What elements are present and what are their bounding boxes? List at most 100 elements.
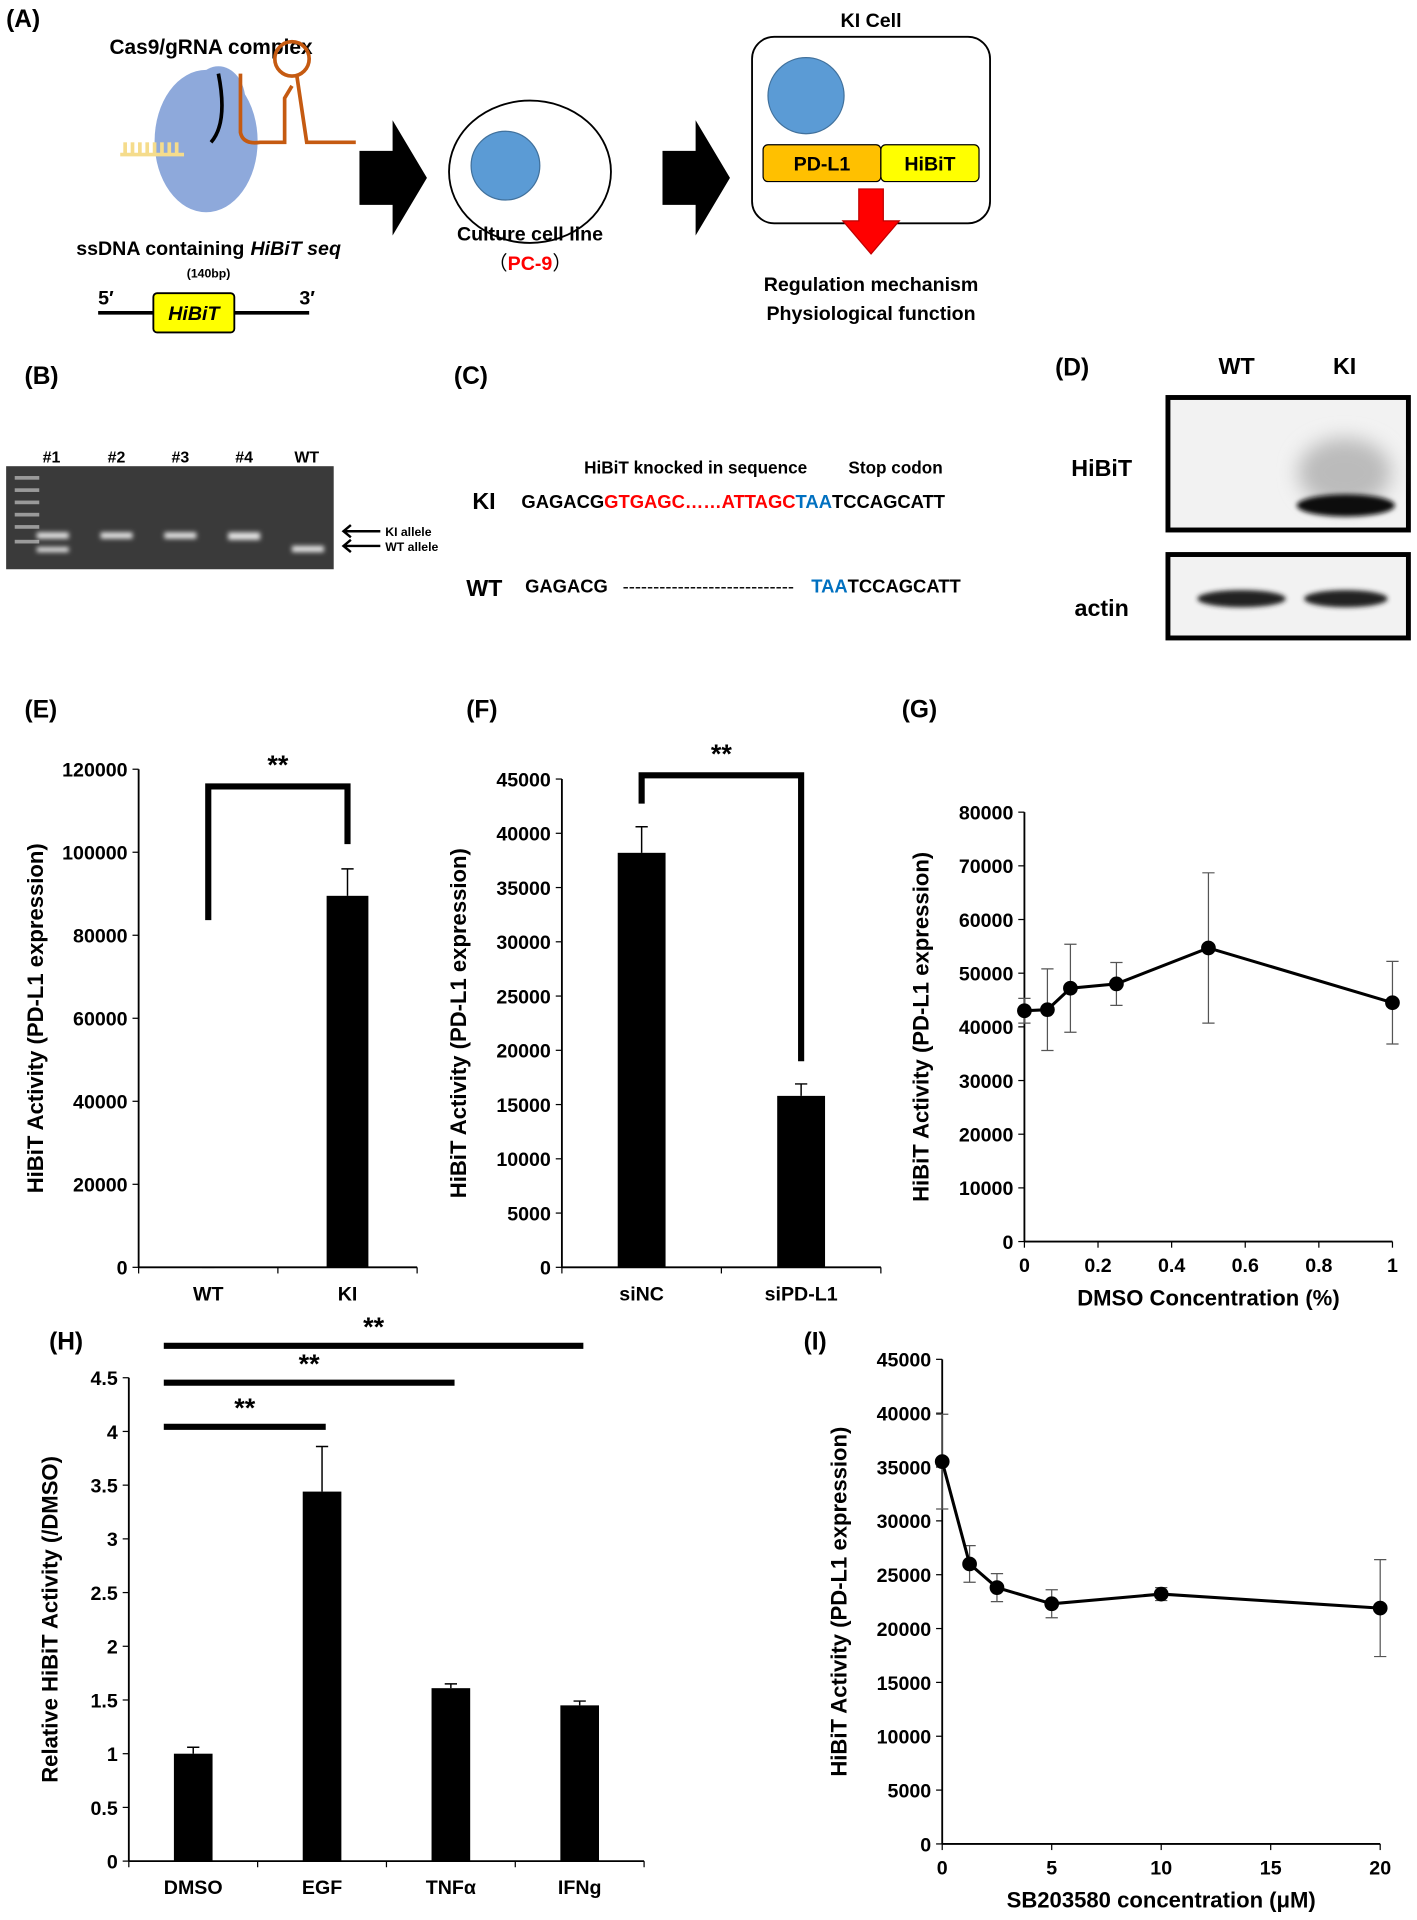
arrow xyxy=(662,120,730,236)
point xyxy=(989,1580,1005,1595)
panel-label: (H) xyxy=(49,1329,83,1356)
ki-cell-label: KI Cell xyxy=(841,10,902,32)
y-tick-label: 20000 xyxy=(877,1619,932,1641)
y-tick-label: 35000 xyxy=(496,878,551,900)
x-tick-label: KI xyxy=(338,1283,358,1305)
down-arrow xyxy=(841,188,901,255)
gel-bands xyxy=(36,532,324,553)
bar xyxy=(777,1095,826,1268)
y-tick-label: 30000 xyxy=(959,1071,1014,1093)
smear xyxy=(1297,437,1392,507)
blot-row: HiBiT xyxy=(1071,455,1132,481)
point xyxy=(1044,1596,1060,1612)
bar xyxy=(617,852,666,1268)
nucleus xyxy=(470,130,541,201)
x-tick-label: IFNg xyxy=(558,1877,602,1899)
point xyxy=(1372,1600,1388,1616)
blot-column: KI xyxy=(1333,353,1356,379)
cell-line-name: （PC-9） xyxy=(488,253,572,275)
arrow xyxy=(359,120,427,236)
target-dna xyxy=(120,142,185,157)
y-axis-label: HiBiT Activity (PD-L1 expression) xyxy=(23,843,48,1193)
y-tick-label: 70000 xyxy=(959,856,1014,878)
y-tick-label: 45000 xyxy=(877,1350,932,1372)
panel-label: (A) xyxy=(6,6,40,33)
y-tick-label: 80000 xyxy=(73,926,128,948)
bar xyxy=(431,1688,471,1862)
y-tick-label: 3 xyxy=(107,1529,118,1551)
y-tick-label: 0.5 xyxy=(91,1798,118,1820)
panel-d: WT KI HiBiT actin xyxy=(1071,353,1411,641)
y-tick-label: 60000 xyxy=(73,1009,128,1031)
significance-label: ** xyxy=(711,739,733,769)
point xyxy=(1063,980,1078,996)
point xyxy=(934,1454,950,1470)
y-tick-label: 50000 xyxy=(959,964,1014,986)
ki-sequence: GAGACGGTGAGC……ATTAGCTAATCCAGCATT xyxy=(521,491,945,512)
x-tick-label: TNFα xyxy=(426,1877,476,1899)
point xyxy=(1017,1003,1032,1019)
blot-column: WT xyxy=(1219,353,1255,379)
bar xyxy=(326,895,369,1268)
panel-a: Cas9/gRNA complex ssDNA containing HiBiT … xyxy=(76,10,991,334)
y-tick-label: 3.5 xyxy=(91,1476,118,1498)
panel-label: (B) xyxy=(25,363,59,390)
three-prime: 3′ xyxy=(299,287,315,309)
panel-label: (E) xyxy=(25,697,58,724)
outcome: Physiological function xyxy=(766,303,975,325)
y-axis-label: HiBiT Activity (PD-L1 expression) xyxy=(827,1427,852,1777)
y-tick-label: 10000 xyxy=(959,1178,1014,1200)
y-tick-label: 4.5 xyxy=(91,1368,118,1390)
y-tick-label: 20000 xyxy=(73,1175,128,1197)
y-tick-label: 0 xyxy=(117,1258,128,1280)
y-tick-label: 25000 xyxy=(496,986,551,1008)
gel xyxy=(6,466,334,570)
ssdna-size: (140bp) xyxy=(187,266,231,280)
five-prime: 5′ xyxy=(98,287,114,309)
panel-label: (D) xyxy=(1055,354,1089,381)
wt-label: WT xyxy=(466,575,502,601)
x-axis-label: DMSO Concentration (%) xyxy=(1077,1285,1339,1310)
point xyxy=(1385,995,1400,1011)
chart: 0 5000 10000 15000 20000 25000 30000 35000 40000… xyxy=(446,739,882,1305)
y-tick-label: 10000 xyxy=(496,1149,551,1171)
panel-c: HiBiT knocked in sequence Stop codon KI … xyxy=(466,458,961,602)
error-bar xyxy=(315,1445,329,1492)
x-tick-label: 0.4 xyxy=(1158,1255,1185,1277)
y-axis-label: Relative HiBiT Activity (/DMSO) xyxy=(38,1456,63,1783)
y-tick-label: 5000 xyxy=(507,1203,551,1225)
x-tick-label: 10 xyxy=(1150,1858,1172,1880)
y-tick-label: 25000 xyxy=(877,1565,932,1587)
point xyxy=(962,1556,977,1572)
error-bar xyxy=(573,1700,586,1706)
significance-label: ** xyxy=(234,1393,256,1423)
x-tick-label: siPD-L1 xyxy=(765,1283,838,1305)
outcome: Regulation mechanism xyxy=(764,274,979,296)
point xyxy=(1040,1002,1055,1018)
y-tick-label: 30000 xyxy=(877,1511,932,1533)
y-tick-label: 2.5 xyxy=(91,1583,118,1605)
y-tick-label: 100000 xyxy=(62,843,128,865)
y-tick-label: 0 xyxy=(107,1851,118,1873)
significance-label: ** xyxy=(363,1312,385,1342)
insert-box xyxy=(152,292,236,334)
ki-allele: KI allele xyxy=(385,525,431,539)
lane-label: WT xyxy=(294,450,319,467)
x-tick-label: 15 xyxy=(1260,1858,1282,1880)
y-tick-label: 20000 xyxy=(959,1125,1014,1147)
grna-tail xyxy=(295,75,356,145)
line xyxy=(940,1461,1381,1610)
chart: 0 5000 10000 15000 20000 25000 30000 35000 40000… xyxy=(827,1350,1392,1913)
complex-label: Cas9/gRNA complex xyxy=(109,36,313,59)
fusion-left: PD-L1 xyxy=(794,154,851,176)
point xyxy=(1153,1586,1169,1602)
blot-band xyxy=(1197,590,1286,608)
panel-label: (F) xyxy=(466,697,497,724)
ki-nucleus xyxy=(767,57,845,135)
blot-band xyxy=(1296,494,1395,517)
blot-row: actin xyxy=(1075,595,1129,621)
y-tick-label: 40000 xyxy=(877,1404,932,1426)
x-tick-label: 5 xyxy=(1046,1858,1057,1880)
